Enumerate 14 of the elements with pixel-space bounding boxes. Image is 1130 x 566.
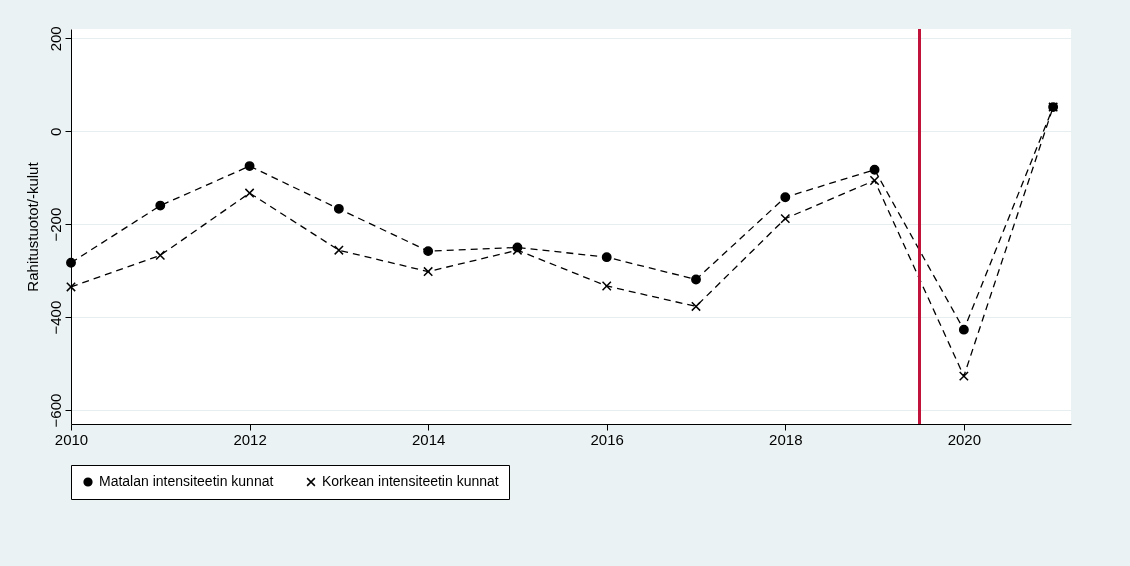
x-tick-label: 2012 <box>233 430 267 448</box>
y-tick-label: −600 <box>46 393 64 428</box>
y-tick-label: 200 <box>46 26 64 52</box>
legend-label: Korkean intensiteetin kunnat <box>322 473 499 489</box>
legend-label: Matalan intensiteetin kunnat <box>99 473 274 489</box>
y-tick-label: −400 <box>46 300 64 335</box>
y-tick-label: 0 <box>46 127 64 136</box>
x-tick-label: 2014 <box>411 430 446 448</box>
y-tick-label: −200 <box>46 207 64 242</box>
x-tick-label: 2016 <box>590 430 624 448</box>
x-tick-label: 2010 <box>54 430 89 448</box>
x-tick-label: 2020 <box>947 430 982 448</box>
x-tick-label: 2018 <box>769 430 803 448</box>
y-axis-title: Rahitustuotot/-kulut <box>23 161 41 292</box>
